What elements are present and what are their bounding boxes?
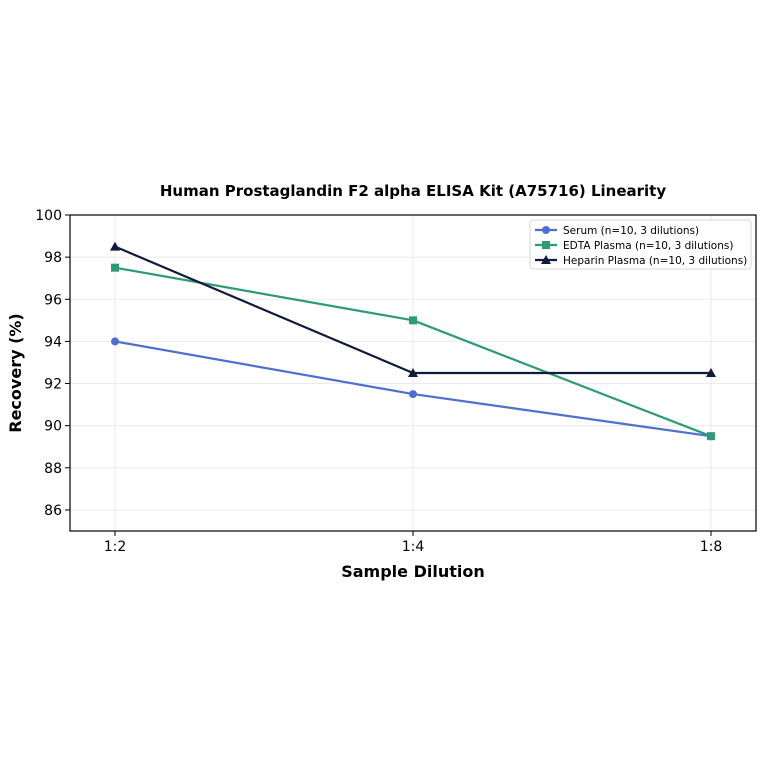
x-tick-label: 1:2	[104, 539, 127, 555]
series-layer	[110, 241, 716, 441]
y-tick-label: 100	[35, 208, 62, 224]
y-tick-label: 98	[44, 250, 62, 266]
data-point	[409, 316, 417, 325]
legend-swatch-marker	[541, 255, 551, 264]
legend-label: Heparin Plasma (n=10, 3 dilutions)	[563, 255, 747, 267]
legend-label: Serum (n=10, 3 dilutions)	[563, 225, 699, 237]
data-point	[408, 368, 418, 377]
y-tick-label: 96	[44, 292, 62, 308]
data-point	[707, 432, 715, 441]
data-point	[706, 368, 716, 377]
x-tick-label: 1:8	[700, 539, 723, 555]
y-axis-label: Recovery (%)	[6, 313, 25, 432]
data-point	[111, 337, 119, 346]
legend-label: EDTA Plasma (n=10, 3 dilutions)	[563, 240, 733, 252]
data-point	[110, 241, 120, 251]
legend-swatch-marker	[542, 226, 550, 234]
y-tick-label: 94	[44, 334, 62, 350]
chart-title: Human Prostaglandin F2 alpha ELISA Kit (…	[160, 182, 666, 200]
y-tick-label: 88	[44, 461, 62, 477]
series-2	[110, 241, 716, 377]
data-point	[409, 390, 417, 399]
y-tick-label: 90	[44, 419, 62, 435]
x-axis-label: Sample Dilution	[341, 562, 485, 581]
legend: Serum (n=10, 3 dilutions) EDTA Plasma (n=…	[529, 219, 752, 270]
data-point	[111, 263, 119, 272]
x-tick-label: 1:4	[402, 539, 425, 555]
y-tick-label: 92	[44, 377, 62, 393]
axis-layer: 86 88 90 92 94 96 98 100 1:2 1:4 1:8	[35, 208, 722, 555]
legend-box	[529, 219, 752, 270]
legend-swatch-marker	[542, 241, 550, 249]
y-tick-label: 86	[44, 503, 62, 519]
series-1	[111, 263, 715, 441]
